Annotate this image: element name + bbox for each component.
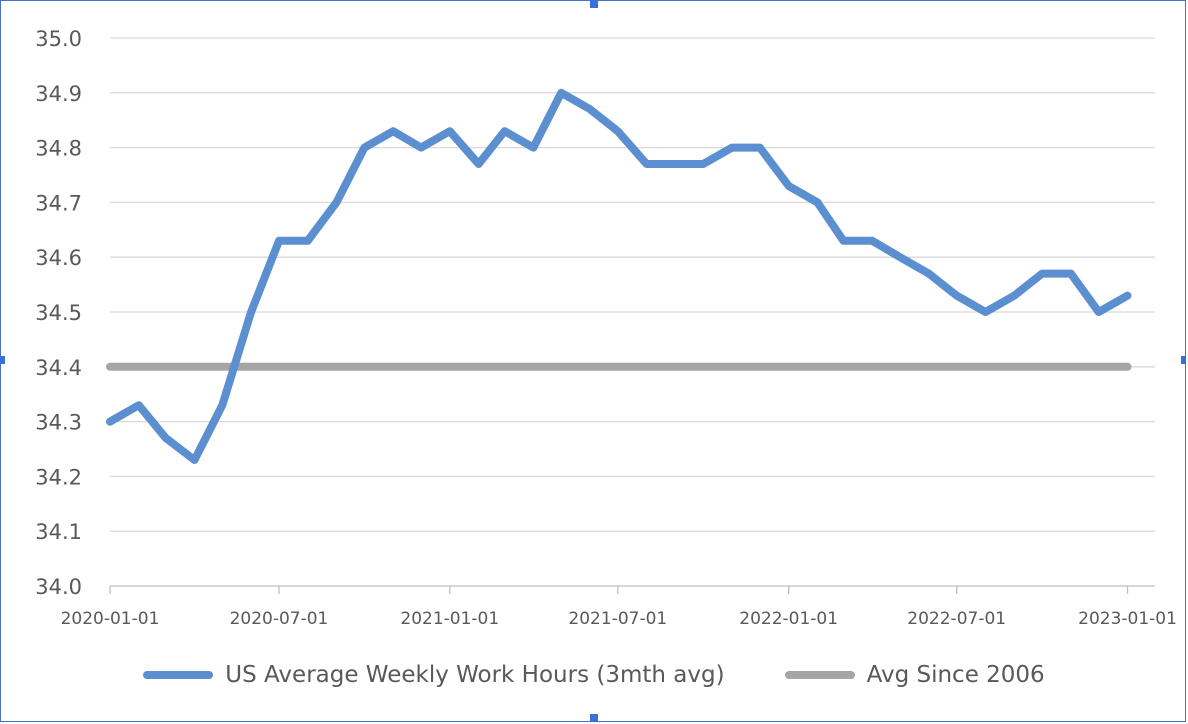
- x-tick-label: 2022-01-01: [739, 609, 838, 629]
- resize-handle-bottom[interactable]: [590, 714, 598, 722]
- x-tick-label: 2021-01-01: [400, 609, 499, 629]
- y-tick-label: 34.7: [35, 191, 82, 215]
- legend-label-work-hours: US Average Weekly Work Hours (3mth avg): [225, 662, 725, 688]
- x-tick-label: 2022-07-01: [907, 609, 1006, 629]
- y-tick-label: 34.1: [35, 520, 82, 544]
- y-tick-label: 34.6: [35, 246, 82, 270]
- y-tick-label: 34.4: [35, 356, 82, 380]
- y-tick-label: 34.5: [35, 301, 82, 325]
- y-tick-label: 35.0: [35, 27, 82, 51]
- gridlines: [110, 37, 1155, 587]
- resize-handle-right[interactable]: [1181, 356, 1186, 364]
- y-tick-label: 34.0: [35, 575, 82, 599]
- legend-item-work-hours: US Average Weekly Work Hours (3mth avg): [143, 662, 725, 688]
- y-tick-label: 34.3: [35, 411, 82, 435]
- x-tick-label: 2023-01-01: [1078, 609, 1177, 629]
- legend: US Average Weekly Work Hours (3mth avg) …: [0, 655, 1188, 695]
- y-tick-label: 34.8: [35, 137, 82, 161]
- legend-item-avg-since-2006: Avg Since 2006: [784, 662, 1045, 688]
- x-tick-label: 2020-07-01: [230, 609, 329, 629]
- legend-swatch-avg-since-2006: [784, 671, 855, 679]
- y-tick-label: 34.2: [35, 465, 82, 489]
- x-tick-label: 2020-01-01: [61, 609, 160, 629]
- y-axis: 34.0 34.1 34.2 34.3 34.4 34.5 34.6 34.7 34.8 34.9…: [35, 27, 82, 599]
- legend-swatch-work-hours: [143, 671, 214, 679]
- plot-area: [106, 88, 1132, 464]
- line-chart: 34.0 34.1 34.2 34.3 34.4 34.5 34.6 34.7 34.8 34.9…: [35, 27, 1177, 629]
- resize-handle-top[interactable]: [590, 0, 598, 8]
- resize-handle-left[interactable]: [0, 356, 5, 364]
- x-tick-label: 2021-07-01: [568, 609, 667, 629]
- legend-label-avg-since-2006: Avg Since 2006: [866, 662, 1045, 688]
- y-tick-label: 34.9: [35, 82, 82, 106]
- x-axis: 2020-01-01 2020-07-01 2021-01-01 2021-07-01…: [61, 586, 1177, 629]
